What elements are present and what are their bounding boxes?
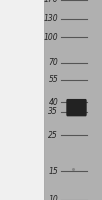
Text: 35: 35 xyxy=(48,107,58,116)
Text: 40: 40 xyxy=(48,98,58,107)
Text: 130: 130 xyxy=(44,14,58,23)
Text: 70: 70 xyxy=(48,58,58,67)
Text: 170: 170 xyxy=(44,0,58,4)
FancyBboxPatch shape xyxy=(44,0,102,200)
Text: 15: 15 xyxy=(48,167,58,176)
FancyBboxPatch shape xyxy=(0,0,44,200)
FancyBboxPatch shape xyxy=(66,99,87,116)
Text: 55: 55 xyxy=(48,75,58,84)
Text: 25: 25 xyxy=(48,131,58,140)
Text: 10: 10 xyxy=(48,196,58,200)
Text: 100: 100 xyxy=(44,33,58,42)
